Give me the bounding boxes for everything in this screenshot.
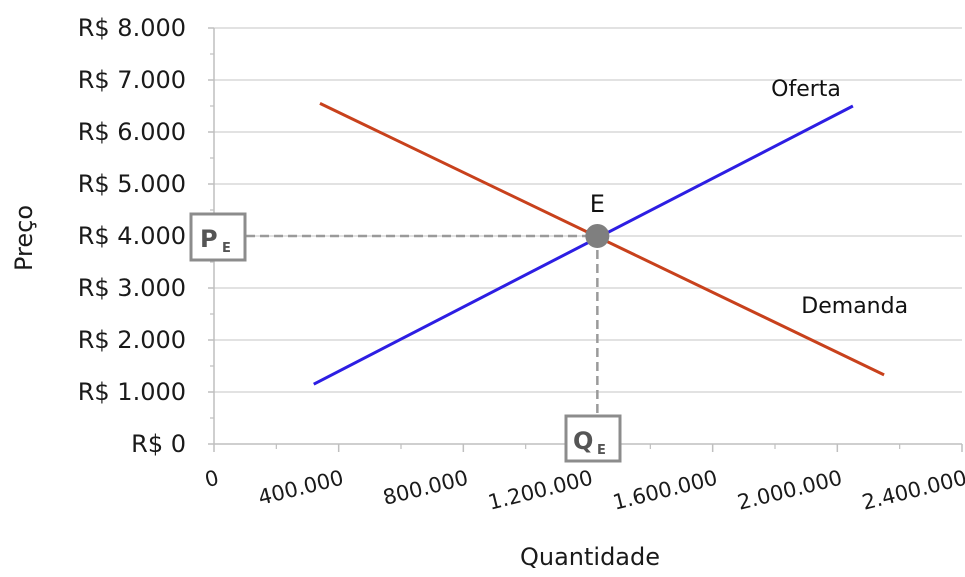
equilibrium-label: E — [590, 190, 605, 218]
equilibrium-markers: P EQ E — [189, 212, 622, 463]
x-tick-label: 1.200.000 — [486, 466, 596, 515]
equilibrium-guides — [246, 234, 599, 414]
price-marker-sub: E — [222, 241, 231, 256]
axes — [208, 27, 963, 452]
x-tick-label: 1.600.000 — [610, 466, 720, 515]
series-lines: Oferta Demanda — [313, 77, 908, 386]
grid-lines — [214, 27, 962, 393]
x-tick-label: 400.000 — [256, 466, 346, 510]
y-tick-label: R$ 6.000 — [78, 118, 186, 146]
y-tick-label: R$ 3.000 — [78, 274, 186, 302]
y-tick-label: R$ 5.000 — [78, 170, 186, 198]
x-tick-label: 0 — [202, 466, 221, 493]
y-tick-label: R$ 8.000 — [78, 14, 186, 42]
y-tick-label: R$ 0 — [131, 430, 186, 458]
x-tick-label: 2.000.000 — [735, 466, 845, 515]
equilibrium-point-group: E — [585, 190, 610, 248]
price-marker-frame — [189, 212, 247, 262]
series-label-oferta: Oferta — [771, 77, 841, 102]
y-tick-label: R$ 1.000 — [78, 378, 186, 406]
x-tick-label: 2.400.000 — [860, 466, 965, 515]
x-tick-label: 800.000 — [380, 466, 470, 510]
y-tick-label: R$ 7.000 — [78, 66, 186, 94]
y-tick-label: R$ 4.000 — [78, 222, 186, 250]
equilibrium-point — [585, 224, 610, 248]
quantity-marker-frame — [564, 414, 622, 463]
y-tick-label: R$ 2.000 — [78, 326, 186, 354]
price-marker-main: P — [200, 225, 218, 253]
quantity-marker-sub: E — [597, 443, 606, 458]
quantity-marker-main: Q — [573, 427, 593, 455]
x-axis-title: Quantidade — [520, 543, 660, 571]
series-line-oferta — [313, 104, 854, 386]
series-label-demanda: Demanda — [801, 294, 908, 319]
y-axis-title: Preço — [10, 205, 38, 271]
